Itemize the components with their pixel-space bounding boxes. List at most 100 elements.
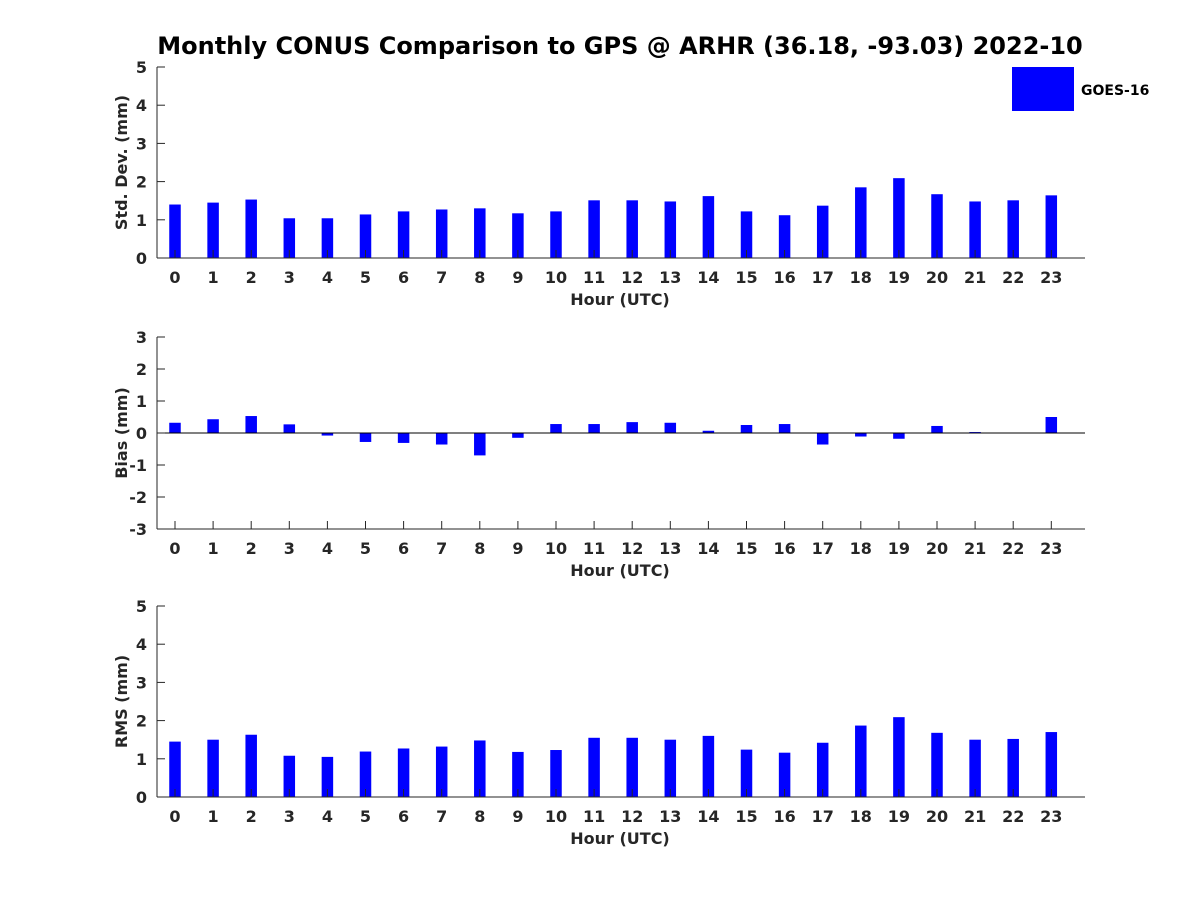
- bar: [1045, 195, 1058, 258]
- x-tick-label: 1: [208, 539, 219, 558]
- x-tick-label: 12: [621, 539, 643, 558]
- x-axis-label: Hour (UTC): [570, 561, 670, 580]
- x-tick-label: 5: [360, 539, 371, 558]
- x-tick-label: 2: [246, 268, 257, 287]
- bar: [893, 717, 905, 797]
- x-tick-label: 11: [583, 539, 605, 558]
- x-tick-label: 20: [926, 268, 948, 287]
- bar: [321, 218, 334, 258]
- bar: [359, 214, 372, 258]
- bar: [778, 752, 791, 797]
- x-tick-label: 10: [545, 268, 567, 287]
- bar: [321, 433, 334, 436]
- bar: [702, 735, 715, 797]
- legend: GOES-16: [1012, 67, 1149, 111]
- x-tick-label: 3: [284, 268, 295, 287]
- x-tick-label: 21: [964, 268, 986, 287]
- bar: [893, 433, 905, 439]
- y-axis-label: Std. Dev. (mm): [112, 95, 131, 230]
- bar: [931, 425, 943, 433]
- x-tick-label: 2: [246, 807, 257, 826]
- x-tick-label: 17: [812, 268, 834, 287]
- x-tick-label: 15: [735, 268, 757, 287]
- y-axis-label: RMS (mm): [112, 655, 131, 748]
- bar: [855, 725, 867, 797]
- y-tick-label: 0: [136, 424, 147, 443]
- x-tick-label: 8: [474, 807, 485, 826]
- x-tick-label: 16: [773, 539, 795, 558]
- x-tick-label: 5: [360, 807, 371, 826]
- x-tick-label: 18: [850, 268, 872, 287]
- x-tick-label: 11: [583, 268, 605, 287]
- bar: [588, 200, 600, 258]
- x-tick-label: 13: [659, 807, 681, 826]
- bar: [283, 755, 296, 797]
- x-tick-label: 9: [512, 807, 523, 826]
- bar: [1007, 738, 1019, 797]
- x-tick-label: 3: [284, 807, 295, 826]
- x-tick-label: 7: [436, 539, 447, 558]
- bar: [816, 205, 829, 258]
- bar: [816, 433, 829, 445]
- bar: [512, 751, 524, 797]
- x-tick-label: 22: [1002, 807, 1024, 826]
- x-tick-label: 12: [621, 268, 643, 287]
- y-tick-label: 3: [136, 328, 147, 347]
- x-tick-label: 11: [583, 807, 605, 826]
- bar: [207, 202, 219, 258]
- x-tick-label: 1: [208, 268, 219, 287]
- bar: [512, 433, 524, 438]
- bar: [740, 211, 753, 258]
- x-tick-label: 0: [169, 268, 180, 287]
- x-tick-label: 8: [474, 539, 485, 558]
- bar: [893, 178, 905, 258]
- y-tick-label: 2: [136, 360, 147, 379]
- x-tick-label: 14: [697, 807, 719, 826]
- bar: [931, 194, 943, 258]
- bar: [169, 204, 181, 258]
- x-tick-label: 16: [773, 807, 795, 826]
- bar: [550, 750, 562, 797]
- x-tick-label: 9: [512, 268, 523, 287]
- bar: [207, 739, 219, 797]
- x-tick-label: 6: [398, 268, 409, 287]
- bar: [931, 732, 943, 797]
- x-tick-label: 6: [398, 807, 409, 826]
- bar: [626, 200, 638, 258]
- bar: [702, 430, 715, 433]
- bar: [550, 424, 562, 433]
- bar: [664, 422, 677, 433]
- bar: [740, 749, 753, 797]
- x-tick-label: 18: [850, 539, 872, 558]
- x-tick-label: 4: [322, 268, 333, 287]
- legend-label: GOES-16: [1081, 83, 1149, 99]
- bar: [1045, 732, 1058, 797]
- bar: [169, 422, 181, 433]
- x-tick-label: 13: [659, 268, 681, 287]
- x-tick-label: 22: [1002, 539, 1024, 558]
- bar: [321, 756, 334, 797]
- y-tick-label: 5: [136, 597, 147, 616]
- x-tick-label: 2: [246, 539, 257, 558]
- bar: [397, 748, 410, 797]
- x-tick-label: 23: [1040, 268, 1062, 287]
- bar: [588, 737, 600, 797]
- bar: [359, 751, 372, 797]
- bar: [550, 211, 562, 258]
- bar: [702, 196, 715, 258]
- bar: [245, 734, 257, 797]
- bar: [626, 422, 638, 433]
- bar: [816, 742, 829, 797]
- bar: [1007, 200, 1019, 258]
- bar: [207, 419, 219, 433]
- x-tick-label: 12: [621, 807, 643, 826]
- x-tick-label: 8: [474, 268, 485, 287]
- x-tick-label: 17: [812, 539, 834, 558]
- bar: [397, 211, 410, 258]
- y-axis-label: Bias (mm): [112, 387, 131, 479]
- legend-swatch: [1012, 67, 1074, 111]
- x-tick-label: 23: [1040, 539, 1062, 558]
- bar: [245, 199, 257, 258]
